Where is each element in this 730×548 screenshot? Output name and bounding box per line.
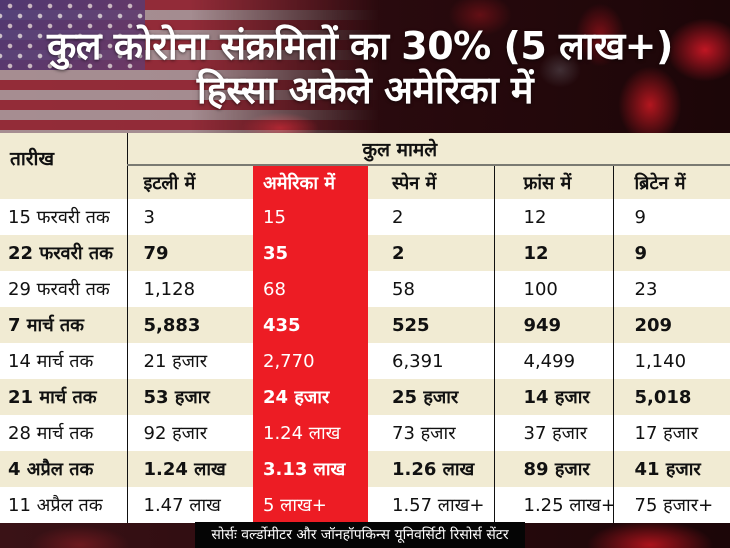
table-cell-france: 14 हजार [493,379,613,415]
table-cell-usa: 435 [253,307,368,343]
table-cell-britain: 209 [612,307,730,343]
table-cell-date: 14 मार्च तक [0,343,128,379]
table-cell-italy: 1.24 लाख [143,459,226,480]
table-row: 14 मार्च तक 21 हजार 2,770 6,391 4,499 1,… [0,343,730,379]
headline-line-2: हिस्सा अकेले अमेरिका में [196,68,534,112]
table-cell-britain: 9 [612,235,730,271]
cases-table: तारीख कुल मामले इटली में अमेरिका में स्प… [0,133,730,523]
table-cell-date: 29 फरवरी तक [0,271,128,307]
table-cell-italy: 21 हजार [143,351,208,372]
us-flag-stars-canton [0,0,145,70]
headline-line-1: कुल कोरोना संक्रमितों का 30% (5 लाख+) [47,24,673,68]
table-cell-spain: 25 हजार [392,387,459,408]
table-cell-france: 949 [493,307,613,343]
column-header-spain: स्पेन में [368,165,494,199]
table-row: 21 मार्च तक 53 हजार 24 हजार 25 हजार 14 ह… [0,379,730,415]
table-cell-britain: 41 हजार [612,451,730,487]
table-cell-britain: 23 [612,271,730,307]
table-cell-spain: 1.26 लाख [392,459,475,480]
table-header-row-countries: इटली में अमेरिका में स्पेन में फ्रांस मे… [0,165,730,199]
table-row: 28 मार्च तक 92 हजार 1.24 लाख 73 हजार 37 … [0,415,730,451]
table-cell-date: 11 अप्रैल तक [0,487,128,523]
column-header-britain: ब्रिटेन में [612,165,730,199]
column-header-usa: अमेरिका में [253,165,368,199]
table-cell-usa: 5 लाख+ [253,487,368,523]
table-cell-date: 28 मार्च तक [0,415,128,451]
table-cell-italy: 79 [143,242,169,264]
table-cell-date: 21 मार्च तक [0,379,128,415]
table-cell-france: 100 [493,271,613,307]
table-cell-britain: 5,018 [612,379,730,415]
total-cases-group-header: कुल मामले [127,133,730,166]
table-cell-france: 89 हजार [493,451,613,487]
table-row: 11 अप्रैल तक 1.47 लाख 5 लाख+ 1.57 लाख+ 1… [0,487,730,523]
table-header-row-group: तारीख कुल मामले [0,133,730,199]
table-cell-date: 15 फरवरी तक [0,199,128,235]
table-cell-france: 12 [493,235,613,271]
table-cell-spain: 58 [392,278,415,300]
table-cell-italy: 53 हजार [143,387,210,408]
table-cell-italy: 92 हजार [143,423,208,444]
table-cell-usa: 1.24 लाख [253,415,368,451]
table-cell-france: 4,499 [493,343,613,379]
table-row: 4 अप्रैल तक 1.24 लाख 3.13 लाख 1.26 लाख 8… [0,451,730,487]
table-cell-spain: 6,391 [392,350,444,372]
table-row: 22 फरवरी तक 79 35 2 12 9 [0,235,730,271]
table-cell-usa: 68 [253,271,368,307]
table-cell-spain: 2 [392,242,405,264]
source-credit: सोर्सः वर्ल्डोमीटर और जॉनहॉपकिन्स यूनिवर… [195,522,525,548]
table-cell-britain: 9 [612,199,730,235]
table-cell-usa: 35 [253,235,368,271]
table-row: 15 फरवरी तक 3 15 2 12 9 [0,199,730,235]
table-cell-britain: 17 हजार [612,415,730,451]
column-header-france: फ्रांस में [493,165,613,199]
table-cell-date: 7 मार्च तक [0,307,128,343]
table-cell-date: 4 अप्रैल तक [0,451,128,487]
table-cell-usa: 2,770 [253,343,368,379]
date-column-header: तारीख [0,133,128,199]
table-cell-britain: 75 हजार+ [612,487,730,523]
table-cell-italy: 5,883 [143,314,201,336]
table-cell-spain: 73 हजार [392,423,456,444]
table-cell-date: 22 फरवरी तक [0,235,128,271]
table-cell-italy: 1,128 [143,278,196,300]
table-row: 29 फरवरी तक 1,128 68 58 100 23 [0,271,730,307]
table-row: 7 मार्च तक 5,883 435 525 949 209 [0,307,730,343]
table-cell-italy: 3 [143,206,155,228]
table-cell-france: 12 [493,199,613,235]
table-cell-britain: 1,140 [612,343,730,379]
table-cell-spain: 525 [392,314,430,336]
table-cell-france: 37 हजार [493,415,613,451]
table-cell-italy: 1.47 लाख [143,495,221,516]
table-cell-usa: 3.13 लाख [253,451,368,487]
table-cell-usa: 15 [253,199,368,235]
table-cell-france: 1.25 लाख+ [493,487,613,523]
table-cell-spain: 2 [392,206,404,228]
column-header-italy: इटली में [126,165,253,199]
table-cell-usa: 24 हजार [253,379,368,415]
table-cell-spain: 1.57 लाख+ [392,495,485,516]
